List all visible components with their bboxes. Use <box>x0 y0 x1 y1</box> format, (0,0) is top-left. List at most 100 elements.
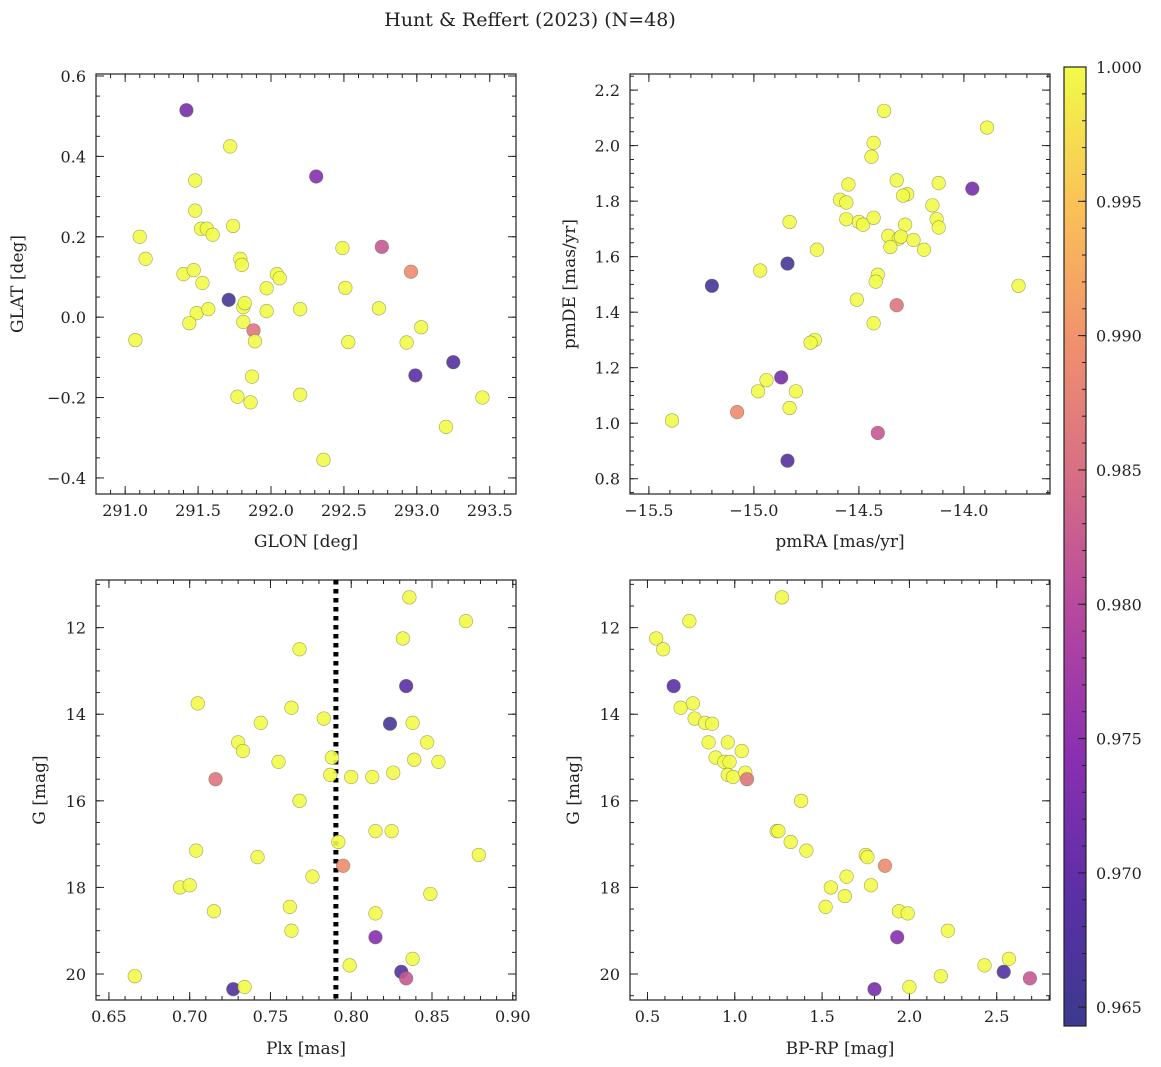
scatter-point <box>799 843 814 858</box>
scatter-point <box>685 696 700 711</box>
scatter-point <box>371 301 387 316</box>
scatter-point <box>906 232 921 248</box>
scatter-point <box>205 227 220 242</box>
scatter-point <box>673 700 688 715</box>
y-tick-label: −0.2 <box>47 389 86 408</box>
y-tick-label: 0.0 <box>61 308 86 327</box>
panel-bprp-g-ticks: 0.5 1.0 1.5 2.0 2.5 12 14 16 18 20 <box>600 580 1050 1026</box>
scatter-point <box>965 181 980 196</box>
scatter-point <box>243 395 258 410</box>
scatter-point <box>292 642 307 657</box>
colorbar-tick-label: 0.995 <box>1096 192 1142 211</box>
scatter-point <box>338 280 353 295</box>
scatter-point <box>341 334 356 350</box>
scatter-point <box>722 754 737 769</box>
x-tick-label: 0.75 <box>253 1007 289 1026</box>
scatter-point <box>1022 971 1038 986</box>
x-tick-label: 1.0 <box>722 1007 747 1026</box>
scatter-point <box>342 958 357 973</box>
scatter-point <box>335 240 350 256</box>
scatter-point <box>414 320 429 335</box>
scatter-point <box>324 750 339 765</box>
scatter-point <box>1011 278 1026 293</box>
panel-glon-glat-points <box>128 103 490 467</box>
panel-glon-glat-ticks: 291.0 291.5 292.0 292.5 293.0 293.5 −0.4 −0.2 0.… <box>47 67 516 520</box>
scatter-point <box>897 217 913 232</box>
scatter-point <box>803 335 818 350</box>
scatter-point <box>863 878 879 893</box>
y-tick-label: 12 <box>600 619 620 638</box>
scatter-point <box>666 678 681 694</box>
scatter-point <box>860 850 875 865</box>
scatter-point <box>253 715 268 730</box>
panel-bprp-g-points <box>649 590 1038 997</box>
x-tick-label: 0.85 <box>414 1007 450 1026</box>
y-tick-label: 16 <box>600 792 620 811</box>
scatter-point <box>399 971 414 986</box>
scatter-point <box>250 850 265 865</box>
scatter-point <box>782 214 797 230</box>
scatter-point <box>977 958 992 973</box>
scatter-point <box>284 700 299 715</box>
scatter-point <box>201 302 216 317</box>
panel-glon-glat: 291.0 291.5 292.0 292.5 293.0 293.5 −0.4 −0.2 0.… <box>8 67 517 552</box>
scatter-point <box>190 696 205 711</box>
scatter-point <box>230 389 245 404</box>
scatter-point <box>925 198 940 213</box>
panel-plx-g-frame <box>95 579 517 1001</box>
scatter-point <box>331 834 346 850</box>
scatter-point <box>259 304 274 319</box>
scatter-point <box>823 880 838 895</box>
scatter-point <box>916 242 932 257</box>
scatter-point <box>682 614 697 629</box>
scatter-point <box>316 452 331 467</box>
scatter-point <box>182 878 197 893</box>
scatter-point <box>316 711 331 726</box>
scatter-point <box>883 239 898 255</box>
scatter-point <box>368 906 383 921</box>
scatter-point <box>195 275 210 291</box>
scatter-point <box>753 263 768 278</box>
scatter-point <box>866 210 881 225</box>
scatter-point <box>247 334 263 349</box>
y-tick-label: 0.6 <box>61 67 86 86</box>
x-tick-label: 0.70 <box>172 1007 208 1026</box>
scatter-point <box>431 754 446 769</box>
scatter-point <box>725 769 741 785</box>
scatter-point <box>890 930 905 945</box>
panel-glon-glat-ylabel: GLAT [deg] <box>8 235 28 333</box>
panel-pmra-pmde-ylabel: pmDE [mas/yr] <box>560 219 580 349</box>
panel-pmra-pmde-frame <box>629 73 1051 495</box>
figure-title: Hunt & Reffert (2023) (N=48) <box>384 9 676 31</box>
x-tick-label: 293.0 <box>394 501 440 520</box>
x-tick-label: −15.5 <box>624 501 673 520</box>
scatter-point <box>223 139 238 154</box>
y-tick-label: 16 <box>66 792 86 811</box>
scatter-point <box>395 631 411 646</box>
x-tick-label: 2.5 <box>984 1007 1009 1026</box>
colorbar: 0.965 0.970 0.975 0.980 0.985 0.990 0.995 1.000 <box>1063 58 1142 1027</box>
colorbar-frame <box>1063 66 1087 1027</box>
scatter-point <box>664 413 680 428</box>
scatter-point <box>1001 951 1017 966</box>
scatter-point <box>309 169 324 184</box>
scatter-point <box>225 218 241 234</box>
x-tick-label: 0.90 <box>495 1007 531 1026</box>
scatter-point <box>876 103 892 119</box>
scatter-point <box>386 765 401 780</box>
scatter-point <box>701 735 716 750</box>
colorbar-tick-label: 0.970 <box>1096 864 1142 883</box>
colorbar-tick-label: 0.990 <box>1096 327 1142 346</box>
scatter-point <box>649 631 664 646</box>
scatter-point <box>446 355 461 370</box>
x-tick-label: −15.0 <box>729 501 778 520</box>
y-tick-label: 1.0 <box>595 414 620 433</box>
colorbar-tick-label: 0.985 <box>1096 461 1142 480</box>
y-tick-label: 18 <box>600 878 620 897</box>
scatter-point <box>656 642 671 657</box>
scatter-point <box>809 242 825 257</box>
y-tick-label: 2.0 <box>595 137 620 156</box>
scatter-point <box>931 175 946 191</box>
scatter-point <box>931 220 946 235</box>
y-tick-label: 2.2 <box>595 81 620 100</box>
